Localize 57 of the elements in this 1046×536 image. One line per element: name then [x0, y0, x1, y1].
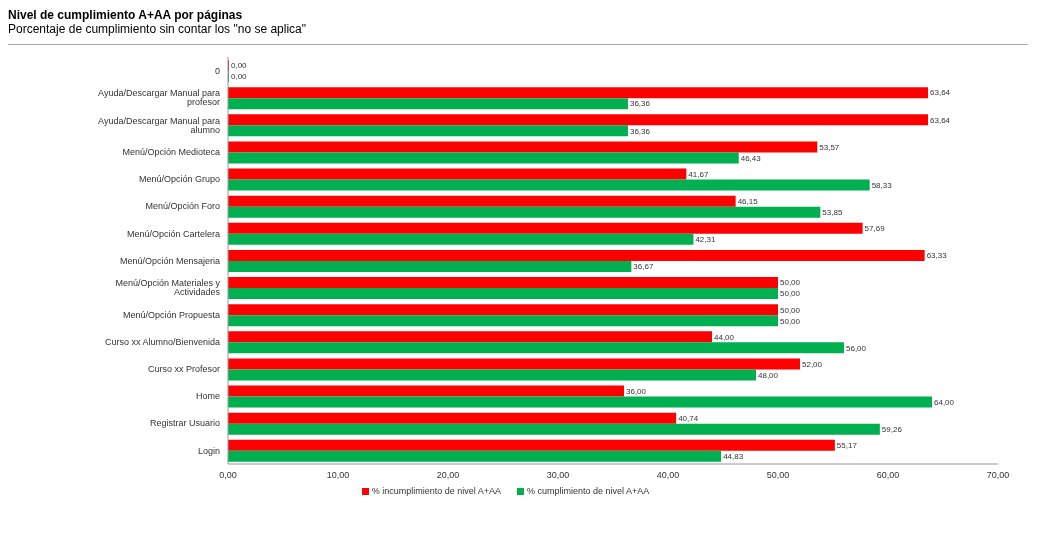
y-tick-label: Curso xx Profesor: [147, 364, 220, 375]
y-tick-label: Login: [197, 445, 220, 456]
x-tick-label: 0,00: [219, 470, 237, 481]
text: Nivel de cumplimiento A+AA por páginas: [8, 8, 244, 22]
data-label: 36,36: [629, 126, 651, 136]
y-tick-label: Menú/Opción Grupo: [138, 174, 220, 185]
y-tick-label: Menú/Opción Cartelera: [126, 228, 220, 239]
x-tick-label: 70,00: [986, 470, 1010, 481]
x-tick-label: 40,00: [656, 470, 680, 481]
data-label: 56,00: [846, 343, 867, 353]
data-label: 42,31: [695, 235, 716, 245]
data-label: 63,64: [930, 115, 951, 125]
x-tick-label: 60,00: [876, 470, 900, 481]
data-label: 36,36: [629, 99, 651, 109]
y-tick-label: Registrar Usuario: [149, 418, 220, 429]
x-tick-label: 50,00: [766, 470, 790, 481]
y-tick-label: Menú/Opción Medioteca: [122, 147, 220, 158]
data-label: 50,00: [780, 316, 801, 326]
y-tick-label: Home: [195, 391, 220, 402]
data-label: 50,00: [780, 305, 801, 315]
data-label: 44,00: [714, 332, 735, 342]
legend-label: % cumplimiento de nivel A+AA: [526, 486, 650, 496]
data-label: 58,33: [871, 180, 893, 190]
y-tick-label: Curso xx Alumno/Bienvenida: [104, 337, 220, 348]
data-label: 52,00: [802, 359, 823, 369]
y-tick-label: Menú/Opción Materiales y Actividades: [115, 278, 221, 298]
data-label: 36,67: [633, 262, 654, 272]
data-label: 36,00: [626, 386, 647, 396]
data-label: 41,67: [688, 169, 709, 179]
data-label: 63,33: [926, 251, 948, 261]
legend-label: % incumplimiento de nivel A+AA: [370, 486, 501, 496]
data-label: 44,83: [723, 452, 744, 462]
data-label: 55,17: [836, 441, 858, 451]
data-label: 63,64: [930, 88, 951, 98]
data-label: 59,26: [881, 425, 903, 435]
y-tick-label: 0: [214, 65, 220, 76]
data-label: 0,00: [231, 61, 248, 71]
data-label: 50,00: [780, 289, 801, 299]
data-label: 0,00: [231, 72, 248, 82]
data-label: 53,85: [822, 208, 843, 218]
data-label: 40,74: [678, 414, 699, 424]
data-label: 48,00: [758, 370, 779, 380]
y-tick-label: Menú/Opción Propuesta: [122, 309, 220, 320]
y-tick-label: Ayuda/Descargar Manual para profesor: [98, 88, 220, 108]
y-tick-label: Menú/Opción Foro: [145, 201, 220, 212]
x-tick-label: 10,00: [326, 470, 350, 481]
x-tick-label: 30,00: [546, 470, 570, 481]
x-tick-label: 20,00: [436, 470, 460, 481]
y-tick-label: Ayuda/Descargar Manual para alumno: [98, 115, 220, 135]
data-label: 46,43: [740, 153, 762, 163]
data-label: 53,57: [819, 142, 840, 152]
data-label: 50,00: [780, 278, 801, 288]
data-label: 57,69: [864, 224, 886, 234]
data-label: 46,15: [737, 197, 759, 207]
y-tick-label: Menú/Opción Mensajeria: [119, 255, 220, 266]
data-label: 64,00: [934, 397, 955, 407]
chart-subtitle: Porcentaje de cumplimiento sin contar los "no se aplica": [8, 22, 307, 36]
